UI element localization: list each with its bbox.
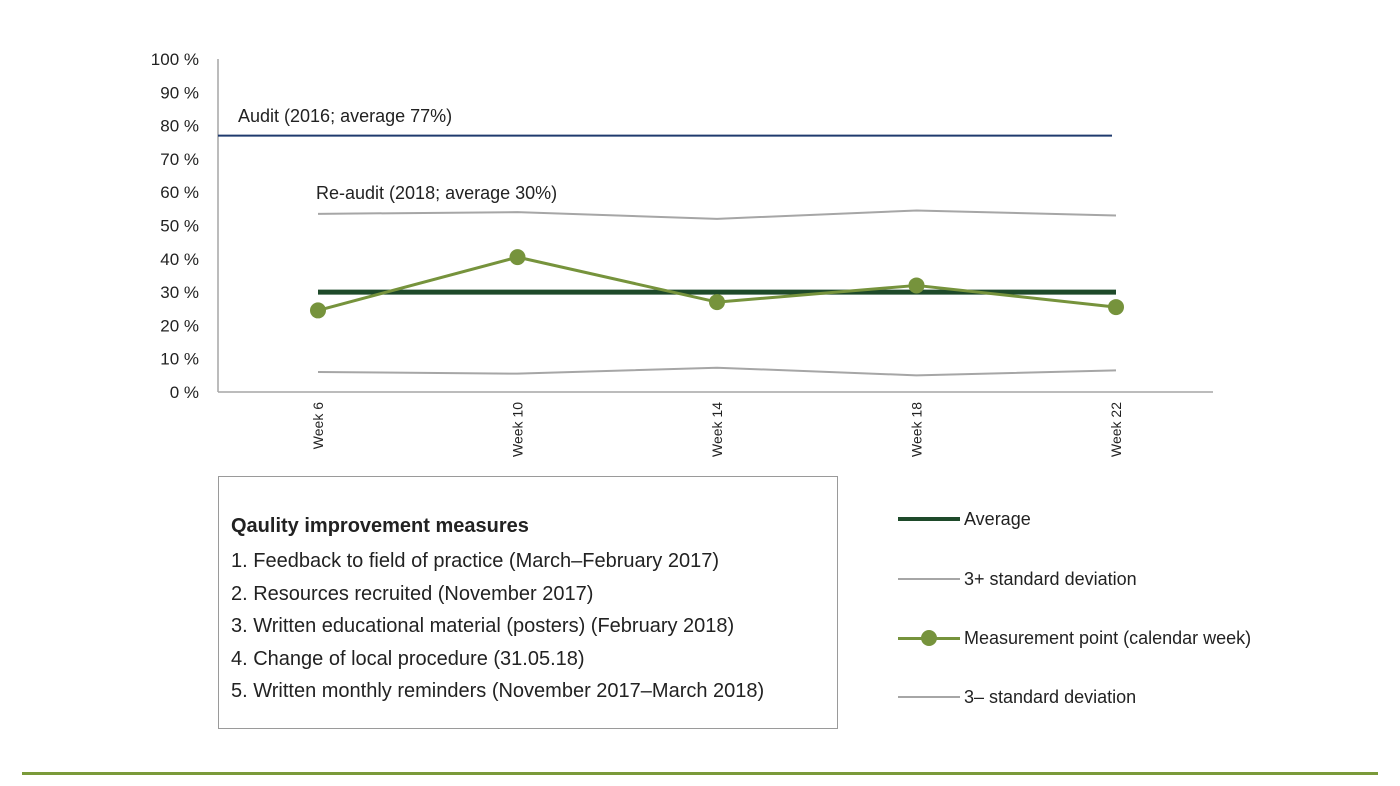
measure-item: 5. Written monthly reminders (November 2… [231, 680, 765, 702]
measurement-point [310, 302, 326, 319]
y-tick-label: 20 % [160, 316, 199, 335]
legend-item-measurement: Measurement point (calendar week) [898, 626, 1251, 650]
x-tick-label: Week 6 [310, 402, 326, 449]
measures-list: 1. Feedback to field of practice (March–… [231, 545, 837, 708]
legend-item-upper-sd: 3+ standard deviation [898, 567, 1137, 591]
legend-swatch [898, 626, 960, 650]
y-tick-label: 60 % [160, 183, 199, 202]
y-tick-label: 100 % [151, 50, 199, 69]
y-tick-label: 40 % [160, 250, 199, 269]
x-tick-label: Week 18 [909, 402, 925, 457]
measure-item: 4. Change of local procedure (31.05.18) [231, 647, 585, 670]
measurement-point [1108, 299, 1124, 316]
legend-label: 3+ standard deviation [964, 568, 1137, 589]
lower-sd-line [317, 366, 1117, 377]
measurement-point [709, 294, 725, 311]
y-axis: 0 % 10 % 20 % 30 % 40 % 50 % 60 % 70 % 80 % 90 % 1… [151, 50, 219, 402]
y-tick-label: 70 % [160, 150, 199, 169]
legend-item-lower-sd: 3– standard deviation [898, 685, 1136, 709]
quality-measures-box: Qaulity improvement measures 1. Feedback… [218, 476, 838, 729]
reaudit-annotation: Re-audit (2018; average 30%) [316, 183, 557, 203]
legend-item-average: Average [898, 507, 1031, 531]
measure-item: 2. Resources recruited (November 2017) [231, 582, 594, 605]
control-chart: 0 % 10 % 20 % 30 % 40 % 50 % 60 % 70 % 80 % 90 % 1… [151, 50, 1213, 457]
legend-swatch [898, 567, 960, 591]
legend-swatch [898, 685, 960, 709]
y-tick-label: 50 % [160, 217, 199, 236]
measure-item: 3. Written educational material (posters… [231, 615, 735, 637]
legend-marker [921, 630, 937, 646]
y-tick-label: 80 % [160, 117, 199, 136]
y-tick-label: 10 % [160, 350, 199, 369]
x-tick-label: Week 10 [510, 402, 526, 457]
upper-sd-line [317, 209, 1117, 220]
measurement-point [509, 249, 526, 266]
legend-label: 3– standard deviation [964, 686, 1137, 707]
legend-swatch [898, 507, 960, 531]
series-layer [218, 134, 1124, 377]
measures-title: Qaulity improvement measures [231, 515, 529, 537]
y-tick-label: 30 % [160, 283, 199, 302]
measure-item: 1. Feedback to field of practice (March–… [231, 550, 720, 572]
x-axis: Week 6 Week 10 Week 14 Week 18 Week 22 [218, 391, 1213, 457]
y-tick-label: 90 % [160, 83, 199, 102]
legend-label: Average [964, 508, 1031, 529]
legend-label: Measurement point (calendar week) [964, 627, 1252, 648]
y-tick-label: 0 % [170, 383, 199, 402]
audit-annotation: Audit (2016; average 77%) [238, 106, 452, 126]
measurement-point [908, 277, 925, 294]
x-tick-label: Week 14 [709, 402, 725, 457]
footer-rule [22, 772, 1378, 775]
x-tick-label: Week 22 [1108, 402, 1124, 457]
